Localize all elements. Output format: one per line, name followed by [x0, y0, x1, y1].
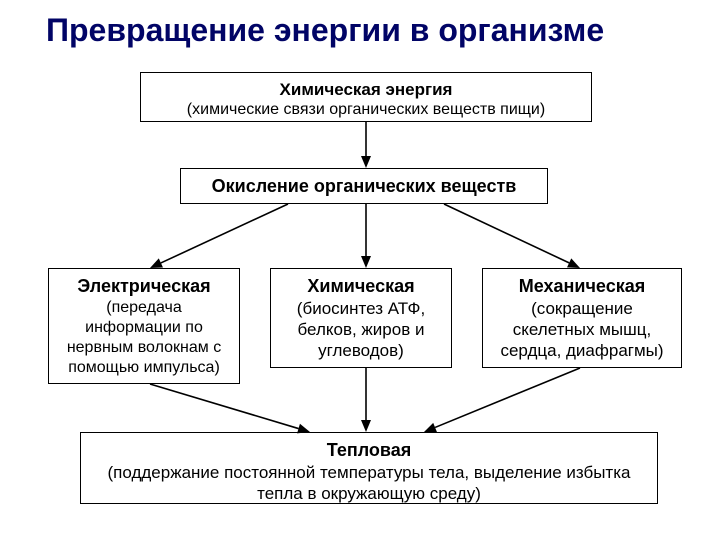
node-chemical-energy-source: Химическая энергия (химические связи орг… [140, 72, 592, 122]
page-title: Превращение энергии в организме [46, 12, 686, 49]
node-subtitle: (поддержание постоянной температуры тела… [89, 462, 649, 505]
arrowhead-oxid-to-mech [567, 258, 580, 268]
arrowhead-oxid-to-elec [150, 258, 163, 268]
node-thermal: Тепловая (поддержание постоянной темпера… [80, 432, 658, 504]
arrow-oxid-to-mech [444, 204, 569, 263]
node-subtitle: (передача информации по нервным волокнам… [57, 298, 231, 378]
arrowhead-chem-to-therm [361, 420, 371, 432]
node-subtitle: (сокращение скелетных мышц, сердца, диаф… [491, 298, 673, 362]
node-title: Электрическая [57, 275, 231, 298]
node-title: Химическая энергия [149, 79, 583, 100]
arrow-elec-to-therm [150, 384, 299, 429]
node-title: Химическая [279, 275, 443, 298]
node-chemical: Химическая (биосинтез АТФ, белков, жиров… [270, 268, 452, 368]
arrowhead-mech-to-therm [424, 423, 437, 432]
arrow-mech-to-therm [435, 368, 580, 427]
node-title: Тепловая [89, 439, 649, 462]
arrowhead-src-to-oxid [361, 156, 371, 168]
node-subtitle: (биосинтез АТФ, белков, жиров и углеводо… [279, 298, 443, 362]
node-title: Окисление органических веществ [189, 175, 539, 198]
node-title: Механическая [491, 275, 673, 298]
diagram-stage: Превращение энергии в организме Химическ… [0, 0, 720, 540]
arrowhead-oxid-to-chem [361, 256, 371, 268]
node-oxidation: Окисление органических веществ [180, 168, 548, 204]
node-mechanical: Механическая (сокращение скелетных мышц,… [482, 268, 682, 368]
node-electrical: Электрическая (передача информации по не… [48, 268, 240, 384]
arrow-oxid-to-elec [161, 204, 288, 263]
node-subtitle: (химические связи органических веществ п… [149, 100, 583, 120]
